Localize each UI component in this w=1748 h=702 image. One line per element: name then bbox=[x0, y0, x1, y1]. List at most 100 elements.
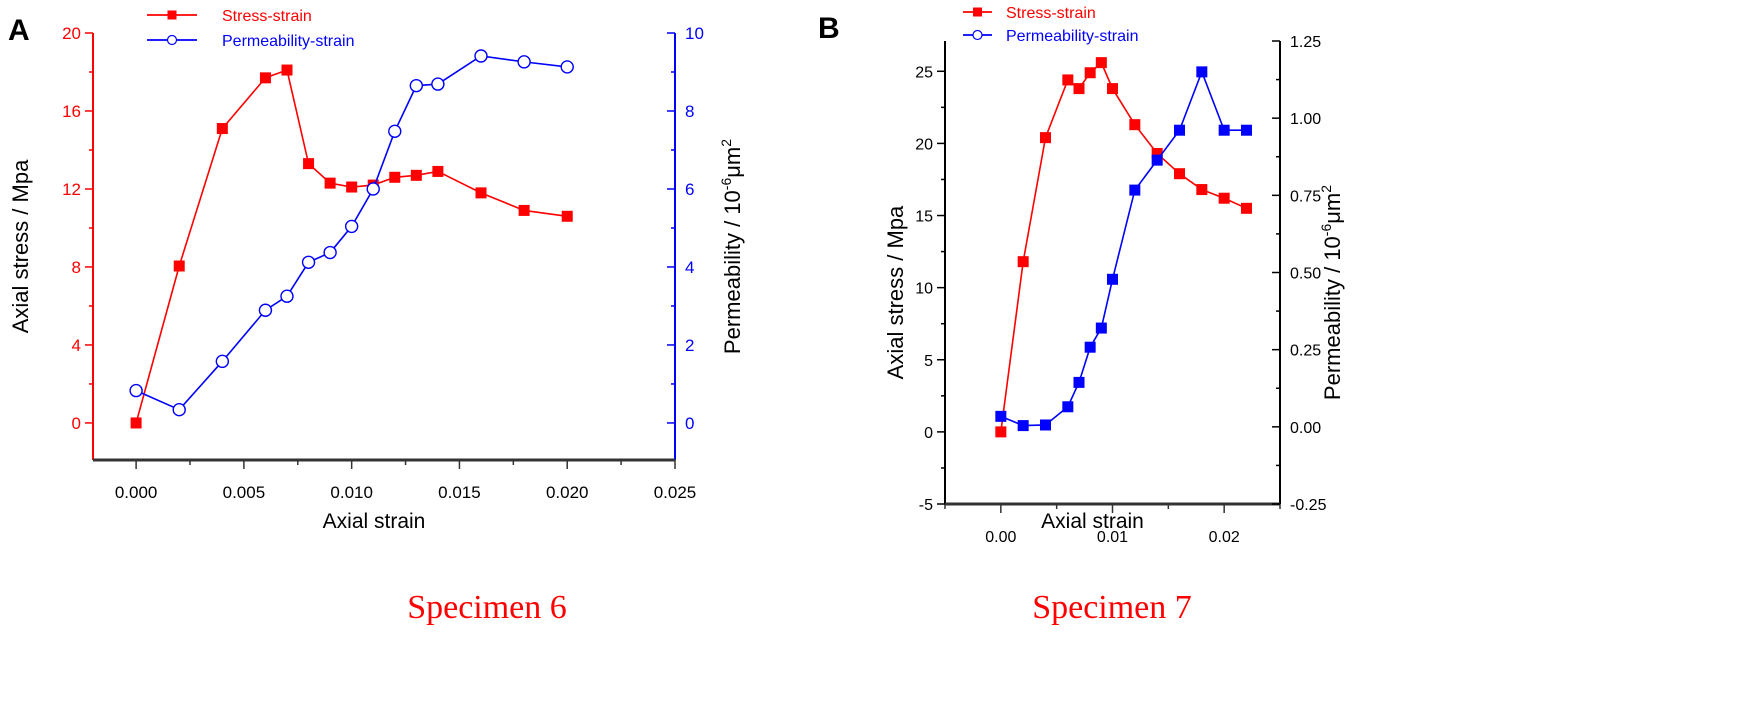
legend-marker bbox=[166, 34, 178, 46]
x-tick-label: 0.005 bbox=[223, 483, 266, 502]
data-point bbox=[1017, 420, 1029, 432]
data-point bbox=[346, 181, 358, 193]
y-tick-label: 4 bbox=[72, 336, 81, 355]
data-point bbox=[216, 123, 228, 135]
data-point bbox=[995, 426, 1007, 438]
legend-marker bbox=[167, 10, 177, 20]
data-point bbox=[1129, 184, 1141, 196]
data-point bbox=[1174, 124, 1185, 136]
y2-tick-label: 2 bbox=[685, 336, 694, 355]
x-tick-label: 0.025 bbox=[654, 483, 697, 502]
y-tick-label: 10 bbox=[915, 281, 933, 298]
data-point bbox=[1196, 66, 1208, 78]
data-point bbox=[259, 72, 271, 84]
legend-marker bbox=[973, 7, 982, 17]
legend-entry: Stress-strain bbox=[963, 5, 1096, 22]
y2-axis-label: Permeability / 10-6μm2 bbox=[1318, 185, 1345, 400]
data-point bbox=[344, 219, 359, 234]
x-tick-label: 0.020 bbox=[546, 483, 589, 502]
y-tick-label: 5 bbox=[924, 353, 933, 370]
data-point bbox=[1073, 376, 1085, 388]
data-point bbox=[324, 177, 336, 189]
data-point bbox=[431, 77, 445, 91]
panel-caption: Specimen 7 bbox=[1032, 589, 1192, 626]
legend-label: Permeability-strain bbox=[1006, 28, 1138, 45]
x-tick-label: 0.02 bbox=[1209, 529, 1240, 546]
data-point bbox=[215, 354, 230, 369]
x-axis-label: Axial strain bbox=[323, 510, 426, 533]
series-line bbox=[135, 68, 568, 424]
data-point bbox=[560, 60, 574, 74]
legend-entry: Permeability-strain bbox=[963, 28, 1138, 45]
data-point bbox=[1095, 57, 1107, 69]
data-point bbox=[280, 289, 294, 303]
y-tick-label: 15 bbox=[915, 209, 933, 226]
y2-tick-label: 6 bbox=[685, 180, 694, 199]
y2-label-part: μm bbox=[720, 147, 745, 178]
y2-label-part: -6 bbox=[1318, 224, 1334, 237]
data-point bbox=[173, 260, 185, 272]
y-tick-label: 25 bbox=[915, 64, 933, 81]
data-point bbox=[301, 255, 316, 269]
y2-tick-label: 0.75 bbox=[1290, 188, 1321, 205]
data-point bbox=[366, 182, 380, 196]
data-point bbox=[1062, 401, 1074, 413]
chart-panel-b: 0.00 0.01 0.02 -5 0 5 10 15 20 25 -0.25 0.00 0.25 0.5… bbox=[818, 5, 1345, 626]
data-point bbox=[995, 410, 1007, 422]
data-point bbox=[389, 171, 401, 183]
legend-entry: Permeability-strain bbox=[147, 33, 354, 50]
data-point bbox=[1151, 154, 1163, 166]
x-tick-label: 0.010 bbox=[330, 483, 373, 502]
panel-label: A bbox=[8, 14, 30, 47]
data-point bbox=[129, 383, 143, 398]
y-tick-label: 8 bbox=[72, 258, 81, 277]
y2-tick-label: 0.50 bbox=[1290, 266, 1321, 283]
x-tick-label: 0.01 bbox=[1097, 529, 1128, 546]
data-point bbox=[432, 165, 444, 177]
y2-tick-label: 0 bbox=[685, 414, 694, 433]
series-stress-strain bbox=[995, 57, 1252, 438]
series-line bbox=[1000, 61, 1247, 432]
x-axis-label: Axial strain bbox=[1041, 510, 1144, 533]
data-point bbox=[1107, 83, 1118, 95]
legend-marker bbox=[972, 29, 983, 41]
y2-axis-label: Permeability / 10-6μm2 bbox=[718, 139, 745, 354]
data-point bbox=[410, 169, 422, 181]
data-point bbox=[1241, 202, 1252, 214]
y-tick-label: 0 bbox=[72, 414, 81, 433]
y2-tick-label: 1.25 bbox=[1290, 34, 1321, 51]
data-point bbox=[518, 204, 530, 216]
legend-entry: Stress-strain bbox=[147, 8, 312, 25]
data-point bbox=[1196, 184, 1208, 196]
series-line bbox=[1000, 69, 1247, 427]
legend-label: Stress-strain bbox=[222, 8, 312, 25]
chart-panel-a: 0.000 0.005 0.010 0.015 0.020 0.025 0 4 8 12 16 20 0… bbox=[8, 8, 745, 626]
legend-label: Permeability-strain bbox=[222, 33, 354, 50]
data-point bbox=[130, 417, 142, 429]
data-point bbox=[561, 210, 573, 222]
y2-label-part: 2 bbox=[1318, 185, 1334, 193]
y2-label-part: Permeability / 10 bbox=[1320, 236, 1345, 400]
data-point bbox=[1073, 83, 1085, 95]
series-permeability-strain bbox=[129, 49, 574, 417]
y2-label-part: μm bbox=[1320, 193, 1345, 224]
y2-label-part: 2 bbox=[718, 139, 734, 147]
y-axis-label: Axial stress / Mpa bbox=[8, 159, 33, 333]
data-point bbox=[1017, 256, 1029, 268]
data-point bbox=[475, 187, 487, 199]
data-point bbox=[1218, 192, 1230, 204]
data-point bbox=[1129, 119, 1141, 131]
data-point bbox=[1151, 148, 1163, 160]
data-point bbox=[409, 78, 424, 93]
y2-label-part: -6 bbox=[718, 178, 734, 191]
y2-tick-label: 10 bbox=[685, 24, 704, 43]
y2-tick-label: 0.00 bbox=[1290, 420, 1321, 437]
data-point bbox=[1174, 168, 1185, 180]
data-point bbox=[258, 303, 273, 317]
data-point bbox=[1062, 74, 1074, 86]
data-point bbox=[1084, 67, 1096, 79]
y-tick-label: 20 bbox=[915, 136, 933, 153]
data-point bbox=[1107, 273, 1118, 285]
series-stress-strain bbox=[130, 64, 573, 429]
